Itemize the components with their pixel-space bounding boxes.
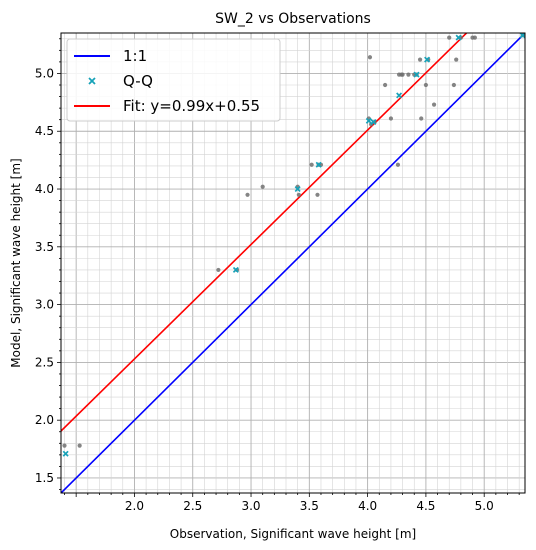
scatter-point (423, 82, 429, 88)
legend: 1:1 Q-Q Fit: y=0.99x+0.55 (66, 38, 281, 122)
scatter-point (388, 116, 394, 121)
scatter-point (472, 35, 477, 40)
y-tick-label: 2.0 (35, 413, 54, 427)
scatter-point (451, 82, 456, 88)
scatter-point (406, 72, 411, 77)
fit-line (61, 33, 468, 432)
qq-marker (424, 56, 431, 63)
chart-title: SW_2 vs Observations (215, 11, 371, 27)
x-tick-label: 3.5 (300, 499, 319, 513)
qq-marker (455, 34, 462, 41)
qq-marker (232, 266, 239, 273)
y-tick-label: 4.0 (35, 182, 54, 196)
y-axis-label: Model, Significant wave height [m] (9, 158, 23, 367)
scatter-point (296, 192, 301, 197)
scatter-point (260, 184, 265, 189)
scatter-point (315, 192, 320, 197)
x-tick-label: 4.0 (358, 499, 377, 513)
y-tick-label: 4.5 (35, 124, 54, 138)
scatter-point (309, 162, 314, 167)
plot-frame (60, 32, 526, 494)
scatter-point (419, 116, 424, 121)
scatter-point (77, 443, 82, 448)
qq-marker (62, 450, 69, 457)
scatter-point (383, 82, 388, 88)
legend-label-1to1: 1:1 (123, 47, 147, 65)
qq-marker (396, 92, 403, 99)
x-tick-label: 3.0 (241, 499, 260, 513)
qq-marker (519, 33, 525, 39)
y-tick-label: 5.0 (35, 66, 54, 80)
y-tick-label: 3.0 (35, 298, 54, 312)
x-tick-label: 2.5 (183, 499, 202, 513)
scatter-point (245, 192, 250, 197)
qq-marker (370, 118, 377, 125)
scatter-point (454, 57, 459, 62)
reference-lines (61, 33, 525, 493)
qq-marker (365, 117, 372, 124)
legend-marker-qq (88, 77, 96, 85)
one-to-one-line (61, 33, 525, 493)
scatter-point (367, 55, 373, 60)
x-tick-label: 4.5 (416, 499, 435, 513)
scatter-point (447, 35, 452, 40)
data-points (62, 33, 525, 457)
legend-label-fit: Fit: y=0.99x+0.55 (123, 97, 260, 115)
x-axis-label: Observation, Significant wave height [m] (170, 527, 416, 541)
axis-ticks: 2.0 2.5 3.0 3.5 4.0 4.5 5.0 1.5 2.0 2.5 3.0 3.5 4.0 4… (35, 38, 520, 513)
legend-box (66, 38, 281, 122)
x-tick-label: 2.0 (125, 499, 144, 513)
scatter-point (400, 72, 405, 77)
scatter-point (417, 57, 423, 62)
scatter-point (216, 267, 221, 273)
qq-marker (413, 71, 420, 78)
y-tick-label: 2.5 (35, 355, 54, 369)
legend-label-qq: Q-Q (123, 72, 153, 90)
x-tick-label: 5.0 (475, 499, 494, 513)
scatter-point (62, 443, 67, 448)
y-tick-label: 1.5 (35, 471, 54, 485)
scatter-point (431, 102, 437, 107)
scatter-point (395, 162, 401, 167)
y-tick-label: 3.5 (35, 240, 54, 254)
qq-marker (294, 186, 301, 193)
qq-marker (315, 161, 322, 168)
